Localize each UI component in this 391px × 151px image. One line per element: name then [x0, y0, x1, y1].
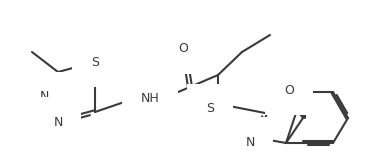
Text: O: O — [284, 84, 294, 96]
Text: O: O — [178, 42, 188, 56]
Text: N: N — [39, 90, 49, 103]
Text: S: S — [206, 103, 214, 116]
Text: NH: NH — [141, 92, 160, 104]
Text: N: N — [53, 116, 63, 129]
Text: N: N — [245, 135, 255, 148]
Text: S: S — [91, 56, 99, 69]
